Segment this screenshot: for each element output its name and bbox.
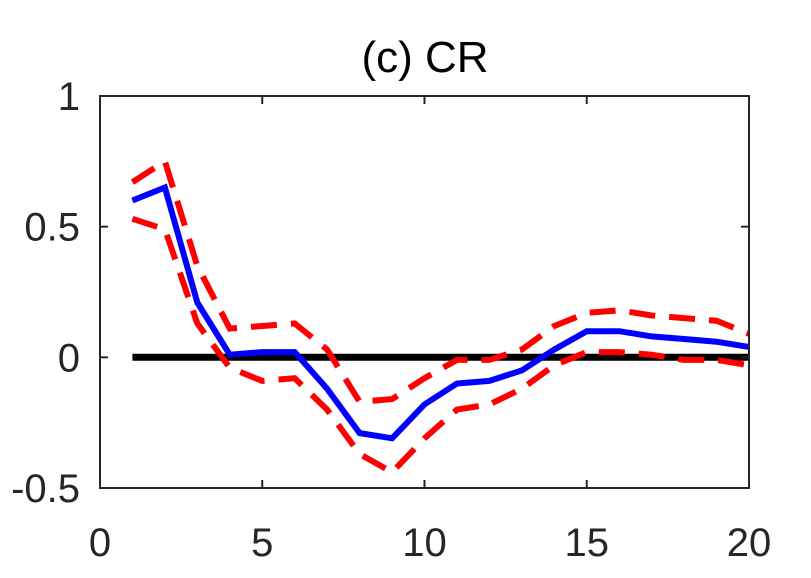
y-tick-label: 1 xyxy=(58,75,80,119)
x-tick-label: 5 xyxy=(251,521,273,565)
x-tick-label: 10 xyxy=(402,521,447,565)
series-line-upper-band xyxy=(130,156,751,405)
x-tick-label: 0 xyxy=(89,521,111,565)
axis-ticks: 0 5 10 15 20-0.500.51 xyxy=(11,75,771,565)
y-tick-label: 0 xyxy=(58,336,80,380)
x-tick-label: 15 xyxy=(565,521,610,565)
plot-area xyxy=(130,156,751,477)
y-tick-label: 0.5 xyxy=(24,206,80,250)
series-line-lower-band xyxy=(131,215,750,477)
series-line-estimate xyxy=(131,183,750,442)
x-tick-label: 20 xyxy=(727,521,772,565)
chart-title: (c) CR xyxy=(361,33,488,82)
y-tick-label: -0.5 xyxy=(11,467,80,511)
